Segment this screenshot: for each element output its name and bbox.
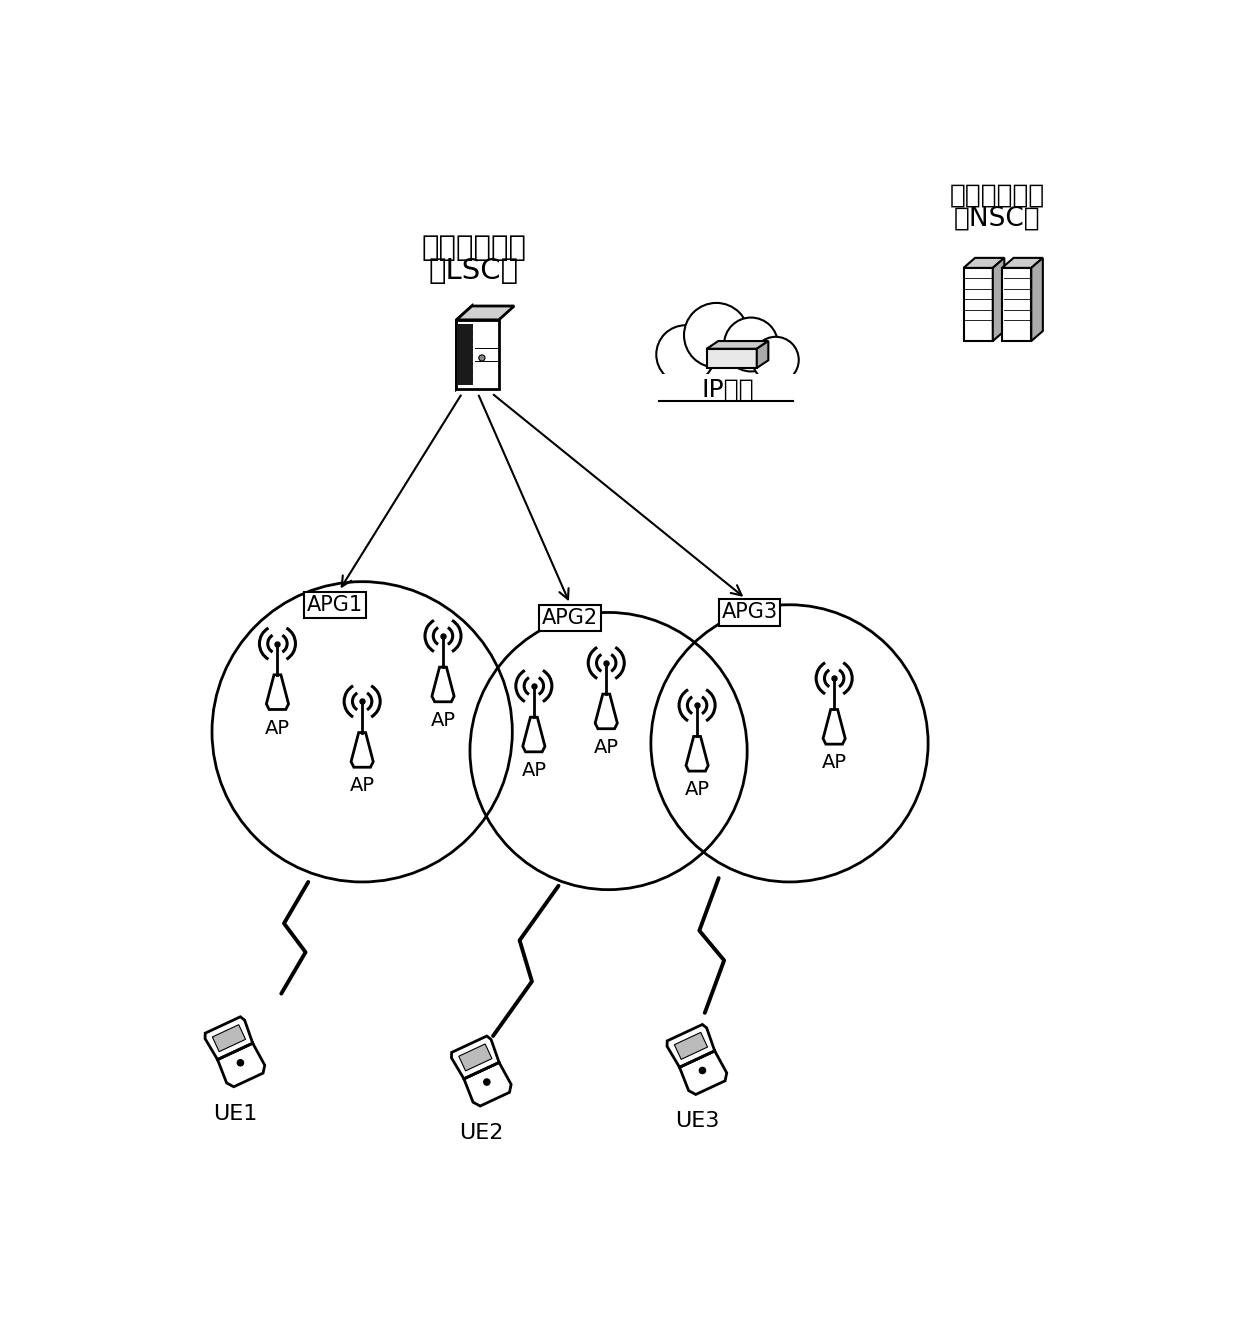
Bar <box>651 331 805 401</box>
Polygon shape <box>680 1050 727 1094</box>
Polygon shape <box>351 733 373 767</box>
Polygon shape <box>823 709 846 745</box>
Circle shape <box>699 1068 706 1074</box>
Polygon shape <box>456 320 498 389</box>
Polygon shape <box>1002 268 1032 341</box>
Bar <box>539 605 601 631</box>
Text: AP: AP <box>521 760 547 780</box>
Polygon shape <box>432 667 454 701</box>
Text: IP路由: IP路由 <box>702 377 754 401</box>
Text: APG2: APG2 <box>542 608 598 627</box>
Polygon shape <box>756 341 769 368</box>
Polygon shape <box>523 717 544 751</box>
Circle shape <box>484 1079 490 1085</box>
Bar <box>719 600 780 626</box>
Polygon shape <box>217 1043 265 1087</box>
Circle shape <box>656 326 714 384</box>
Bar <box>707 349 756 368</box>
Polygon shape <box>456 306 472 389</box>
Text: 本地服务中心: 本地服务中心 <box>422 235 526 262</box>
Text: AP: AP <box>265 718 290 738</box>
Circle shape <box>684 303 749 368</box>
Text: （LSC）: （LSC） <box>429 257 518 285</box>
Text: AP: AP <box>430 710 455 730</box>
Polygon shape <box>212 1024 246 1052</box>
Circle shape <box>753 337 799 384</box>
Text: （NSC）: （NSC） <box>954 206 1040 232</box>
Polygon shape <box>675 1032 708 1060</box>
Polygon shape <box>595 695 618 729</box>
Polygon shape <box>1032 258 1043 341</box>
Polygon shape <box>459 1044 492 1072</box>
Circle shape <box>237 1060 244 1066</box>
Text: UE3: UE3 <box>675 1111 719 1131</box>
Polygon shape <box>667 1024 714 1068</box>
Polygon shape <box>707 341 769 349</box>
Text: AP: AP <box>822 754 847 772</box>
Polygon shape <box>993 258 1004 341</box>
Polygon shape <box>451 1036 498 1079</box>
Polygon shape <box>464 1062 511 1106</box>
Polygon shape <box>267 675 289 709</box>
Polygon shape <box>963 258 1004 268</box>
Text: AP: AP <box>594 738 619 757</box>
Text: UE1: UE1 <box>213 1103 257 1124</box>
Text: APG1: APG1 <box>308 594 363 614</box>
Bar <box>655 374 801 405</box>
Polygon shape <box>205 1016 253 1060</box>
Polygon shape <box>1002 258 1043 268</box>
Text: APG3: APG3 <box>722 602 777 622</box>
Text: UE2: UE2 <box>459 1123 503 1143</box>
Text: AP: AP <box>684 780 709 799</box>
Text: AP: AP <box>350 776 374 796</box>
Bar <box>458 324 472 385</box>
Polygon shape <box>963 268 993 341</box>
Text: 网络服务中心: 网络服务中心 <box>950 182 1045 208</box>
Bar <box>304 592 366 618</box>
Polygon shape <box>456 306 515 320</box>
Circle shape <box>479 355 485 361</box>
Polygon shape <box>686 737 708 771</box>
Circle shape <box>724 318 777 372</box>
